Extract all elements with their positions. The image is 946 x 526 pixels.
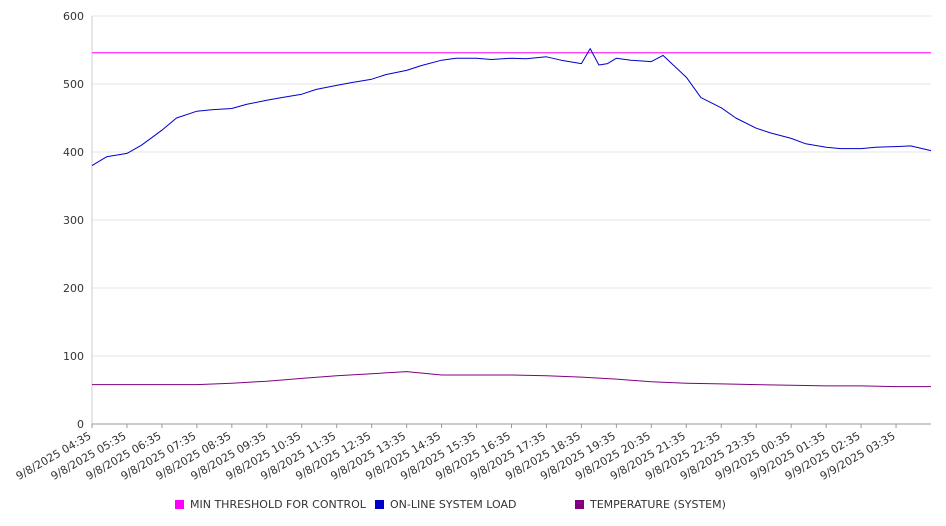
legend-item-min-threshold[interactable]: MIN THRESHOLD FOR CONTROL bbox=[175, 498, 366, 511]
legend-label-system-load: ON-LINE SYSTEM LOAD bbox=[390, 498, 517, 511]
y-tick-label: 400 bbox=[63, 146, 84, 159]
legend-item-temperature[interactable]: TEMPERATURE (SYSTEM) bbox=[575, 498, 726, 511]
legend-swatch-temperature bbox=[575, 500, 584, 509]
series-lines bbox=[91, 48, 932, 388]
y-tick-label: 600 bbox=[63, 10, 84, 23]
line-chart: 0 100 200 300 400 500 600 9/8/2025 04:359/8/20… bbox=[14, 10, 932, 483]
x-tick-labels: 9/8/2025 04:359/8/2025 05:359/8/2025 06:… bbox=[14, 424, 898, 483]
legend-swatch-system-load bbox=[375, 500, 384, 509]
legend-swatch-min-threshold bbox=[175, 500, 184, 509]
y-tick-label: 300 bbox=[63, 214, 84, 227]
y-tick-label: 500 bbox=[63, 78, 84, 91]
grid bbox=[92, 15, 931, 357]
series-line-2 bbox=[92, 371, 931, 388]
series-line-1 bbox=[91, 48, 932, 167]
y-tick-label: 200 bbox=[63, 282, 84, 295]
y-tick-labels: 0 100 200 300 400 500 600 bbox=[63, 10, 84, 431]
y-tick-label: 100 bbox=[63, 350, 84, 363]
legend-label-min-threshold: MIN THRESHOLD FOR CONTROL bbox=[190, 498, 366, 511]
y-tick-label: 0 bbox=[77, 418, 84, 431]
legend: MIN THRESHOLD FOR CONTROL ON-LINE SYSTEM… bbox=[0, 498, 946, 514]
legend-item-system-load[interactable]: ON-LINE SYSTEM LOAD bbox=[375, 498, 516, 511]
legend-label-temperature: TEMPERATURE (SYSTEM) bbox=[590, 498, 726, 511]
